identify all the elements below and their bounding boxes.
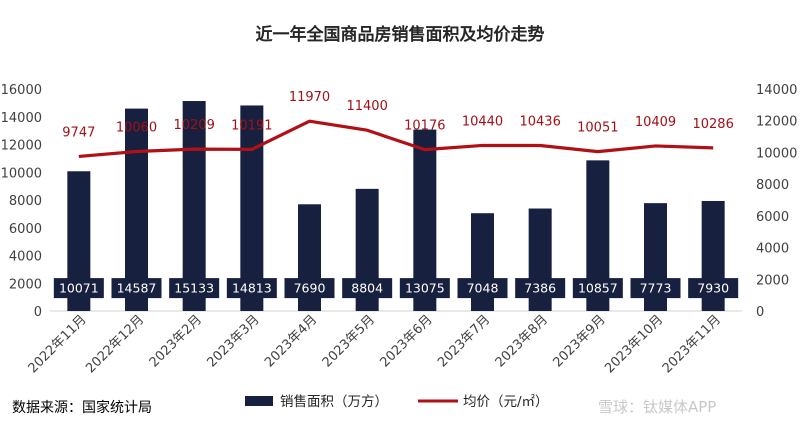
bar-value-label: 14813 [232, 281, 272, 296]
y-left-tick-label: 16000 [1, 83, 42, 98]
line-series [78, 119, 714, 159]
right-y-axis: 0 2000 4000 6000 8000 10000 12000 14000 [756, 83, 797, 320]
y-left-tick-label: 6000 [9, 222, 42, 237]
bar-value-label-box [688, 278, 739, 299]
bar-value-label-box [342, 278, 393, 299]
y-right-tick-label: 2000 [756, 273, 789, 288]
bar-value-label: 10071 [59, 281, 99, 296]
y-right-tick-label: 10000 [756, 146, 797, 161]
line-value-label: 10209 [173, 118, 214, 133]
x-category-label: 2023年9月 [550, 312, 608, 370]
bar-value-label: 7690 [294, 281, 326, 296]
bar-value-label: 7773 [640, 281, 672, 296]
legend: 销售面积（万方） 均价（元/㎡） [245, 394, 549, 410]
line-value-label: 10436 [519, 115, 560, 130]
bar-value-label: 7386 [524, 281, 556, 296]
bar [182, 101, 206, 311]
bar [125, 108, 148, 311]
x-category-label: 2023年8月 [493, 312, 551, 370]
bar-value-label-box [111, 278, 162, 299]
bar-value-label-box [399, 278, 450, 299]
data-source-note: 数据来源：国家统计局 [12, 399, 152, 416]
x-category-label: 2023年4月 [262, 312, 320, 370]
x-category-label: 2023年10月 [602, 312, 666, 376]
line-value-label: 10060 [116, 120, 157, 135]
line-path [78, 119, 714, 159]
bar-value-label-box [515, 278, 566, 299]
line-value-label: 10191 [231, 118, 272, 133]
bar-value-label: 15133 [174, 281, 214, 296]
bar-value-label: 14587 [117, 281, 157, 296]
y-right-tick-label: 0 [756, 305, 764, 320]
bar-value-label: 8804 [351, 281, 383, 296]
y-left-tick-label: 4000 [9, 250, 42, 265]
y-left-tick-label: 0 [34, 305, 42, 320]
bar-value-label: 10857 [578, 281, 618, 296]
line-value-label: 10176 [404, 119, 445, 134]
y-right-tick-label: 8000 [756, 178, 789, 193]
x-category-label: 2023年11月 [660, 312, 724, 376]
bar-value-label-box [457, 278, 508, 299]
x-category-label: 2023年2月 [147, 312, 205, 370]
x-category-label: 2022年11月 [26, 312, 90, 376]
legend-bar-label: 销售面积（万方） [280, 394, 388, 410]
y-left-tick-label: 12000 [1, 139, 42, 154]
line-value-label: 10440 [462, 114, 503, 129]
bar-value-label-box [630, 278, 681, 299]
bar-value-label-box [284, 278, 335, 299]
bar-value-label-box [53, 278, 104, 299]
bar-value-label: 13075 [405, 281, 445, 296]
y-right-tick-label: 6000 [756, 210, 789, 225]
bar [586, 160, 610, 311]
y-left-tick-label: 8000 [9, 194, 42, 209]
y-right-tick-label: 14000 [756, 83, 797, 98]
bar [240, 105, 264, 311]
bar-value-labels: 10071 14587 15133 14813 7690 8804 13075 7048 738… [53, 278, 739, 299]
x-category-label: 2023年5月 [320, 312, 378, 370]
bar [413, 129, 437, 311]
x-category-label: 2023年3月 [204, 312, 262, 370]
line-value-label: 11400 [346, 99, 387, 114]
bar-value-label: 7930 [697, 281, 729, 296]
bar-value-label-box [169, 278, 220, 299]
line-value-label: 10286 [692, 117, 733, 132]
bar [67, 171, 91, 311]
line-value-label: 9747 [62, 125, 95, 140]
left-y-axis: 0 2000 4000 6000 8000 10000 12000 14000 16000 [1, 83, 42, 320]
line-value-label: 10409 [635, 115, 676, 130]
x-category-label: 2023年6月 [377, 312, 435, 370]
x-category-label: 2023年7月 [435, 312, 493, 370]
y-right-tick-label: 4000 [756, 242, 789, 257]
line-value-label: 11970 [289, 90, 330, 105]
bar-value-label-box [226, 278, 277, 299]
x-category-label: 2022年12月 [83, 312, 147, 376]
y-right-tick-label: 12000 [756, 115, 797, 130]
bar-value-label-box [572, 278, 623, 299]
y-left-tick-label: 14000 [1, 111, 42, 126]
legend-bar-swatch [245, 396, 273, 406]
watermark-text: 雪球：钛媒体APP [598, 398, 716, 416]
bar-value-label: 7048 [467, 281, 499, 296]
legend-line-label: 均价（元/㎡） [463, 394, 549, 410]
line-value-label: 10051 [577, 121, 618, 136]
y-left-tick-label: 2000 [9, 277, 42, 292]
bar-series [67, 101, 725, 311]
chart-title: 近一年全国商品房销售面积及均价走势 [256, 24, 545, 45]
line-value-labels: 9747 10060 10209 10191 11970 11400 10176 10440 1… [62, 90, 734, 140]
y-left-tick-label: 10000 [1, 166, 42, 181]
